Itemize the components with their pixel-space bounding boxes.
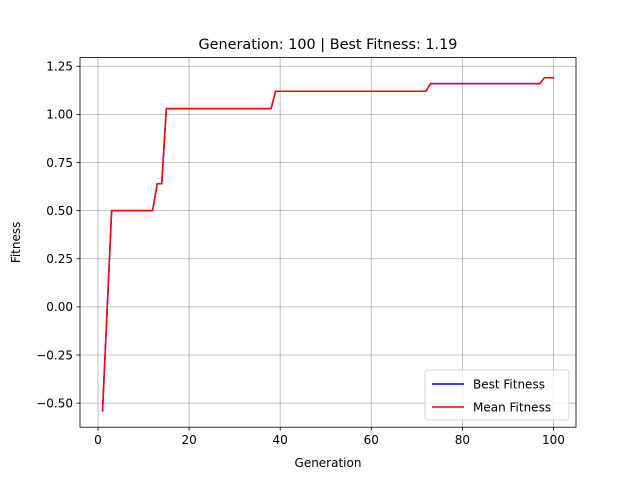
y-tick-label: 0.75 <box>46 156 73 170</box>
x-tick-layer: 0 20 40 60 80 100 <box>94 427 565 447</box>
grid-layer <box>80 57 576 428</box>
axes-frame <box>79 57 577 428</box>
x-tick-label: 80 <box>455 433 470 447</box>
x-tick-label: 100 <box>542 433 565 447</box>
x-tick-label: 60 <box>364 433 379 447</box>
x-tick-label: 0 <box>94 433 102 447</box>
legend-label-best-fitness: Best Fitness <box>473 378 545 392</box>
y-tick-label: −0.50 <box>36 396 73 410</box>
y-tick-label: −0.25 <box>36 348 73 362</box>
y-tick-label: 1.25 <box>46 60 73 74</box>
y-tick-label: 0.50 <box>46 204 73 218</box>
series-line-mean-fitness <box>101 77 555 412</box>
y-tick-label: 1.00 <box>46 108 73 122</box>
series-layer <box>101 77 555 412</box>
y-tick-layer: −0.50 −0.25 0.00 0.25 0.50 0.75 1.00 1.25 <box>36 60 80 410</box>
legend-label-mean-fitness: Mean Fitness <box>473 401 551 415</box>
chart-title: Generation: 100 | Best Fitness: 1.19 <box>199 37 458 53</box>
y-tick-label: 0.25 <box>46 252 73 266</box>
x-tick-label: 20 <box>181 433 196 447</box>
x-axis-label: Generation <box>295 456 362 470</box>
legend: Best Fitness Mean Fitness <box>424 369 570 421</box>
y-axis-label: Fitness <box>9 222 23 264</box>
x-tick-label: 40 <box>273 433 288 447</box>
y-tick-label: 0.00 <box>46 300 73 314</box>
